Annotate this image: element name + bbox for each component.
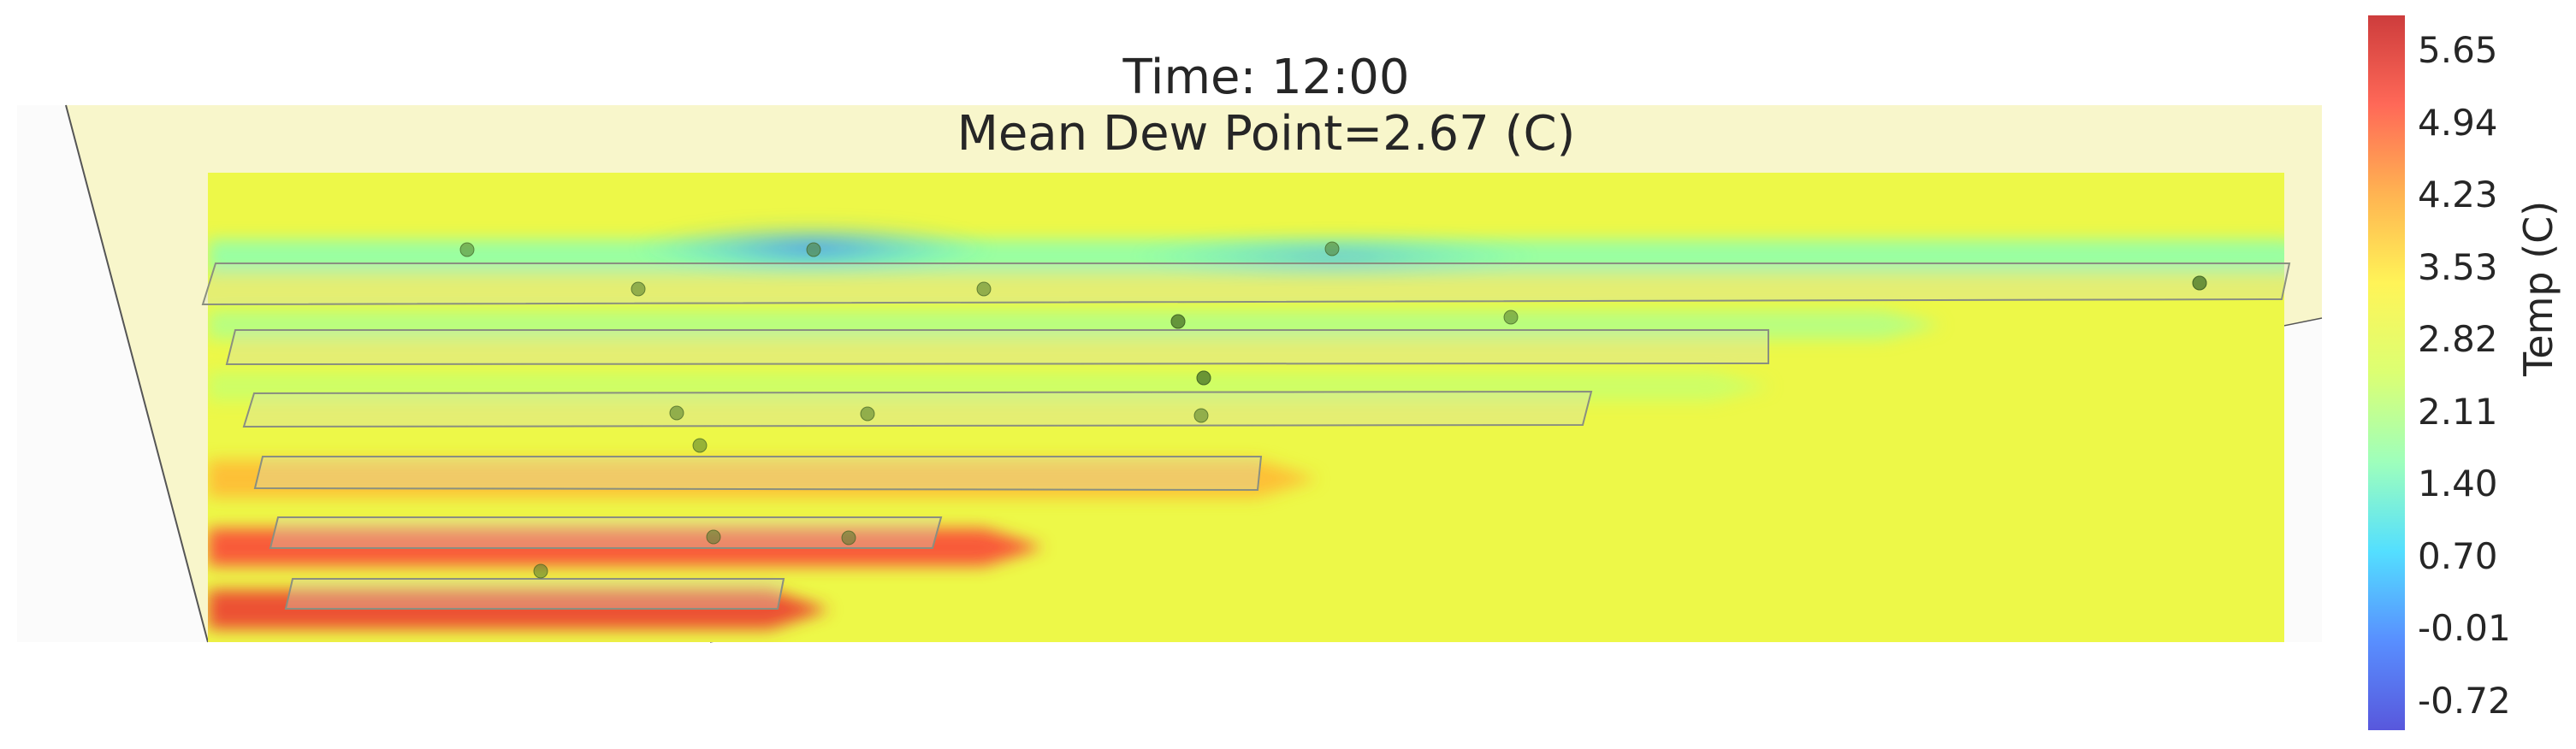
colorbar-tick-label: 3.53 bbox=[2418, 245, 2498, 288]
sensor-marker bbox=[459, 242, 475, 257]
sensor-markers bbox=[459, 241, 2207, 579]
sensor-marker bbox=[2192, 275, 2207, 291]
sensor-marker bbox=[1196, 370, 1211, 386]
heatmap-band-3 bbox=[208, 372, 1771, 401]
sensor-marker bbox=[669, 405, 684, 421]
colorbar-tick-label: 2.11 bbox=[2418, 390, 2498, 433]
shelf-5 bbox=[269, 516, 943, 549]
colorbar-tick-label: 2.82 bbox=[2418, 318, 2498, 360]
sensor-marker bbox=[631, 281, 646, 297]
sensor-marker bbox=[860, 406, 875, 422]
sensor-marker bbox=[1193, 408, 1209, 423]
sensor-marker bbox=[692, 438, 708, 453]
colorbar-label: Temp (C) bbox=[2515, 200, 2561, 376]
colorbar bbox=[2368, 15, 2405, 730]
sensor-marker bbox=[806, 242, 821, 257]
colorbar-tick-label: 5.65 bbox=[2418, 29, 2498, 71]
colorbar-tick-label: 4.94 bbox=[2418, 101, 2498, 144]
sensor-marker bbox=[1324, 241, 1340, 257]
colorbar-tick-label: -0.01 bbox=[2418, 607, 2511, 649]
shelf-6 bbox=[284, 578, 785, 610]
chart-title-mean-dew-point: Mean Dew Point=2.67 (C) bbox=[956, 106, 1576, 162]
cool-spot bbox=[1129, 233, 1540, 280]
colorbar-tick-label: 1.40 bbox=[2418, 463, 2498, 504]
shelf-1 bbox=[201, 262, 2291, 306]
heatmap-field bbox=[208, 173, 2284, 642]
sensor-marker bbox=[1170, 314, 1186, 329]
room-edge-left bbox=[65, 104, 209, 643]
colorbar-tick-label: 0.70 bbox=[2418, 534, 2498, 577]
colorbar-tick-label: 4.23 bbox=[2418, 174, 2498, 215]
shelves bbox=[201, 262, 2291, 610]
sensor-marker bbox=[976, 281, 992, 297]
sensor-marker bbox=[1503, 310, 1519, 325]
sensor-marker bbox=[841, 530, 856, 546]
colorbar-tick-label: -0.72 bbox=[2418, 679, 2511, 722]
shelf-2 bbox=[225, 329, 1769, 366]
sensor-marker bbox=[533, 563, 548, 579]
chart-title-time: Time: 12:00 bbox=[1122, 50, 1410, 105]
shelf-3 bbox=[242, 390, 1593, 428]
sensor-marker bbox=[706, 529, 721, 545]
shelf-4 bbox=[253, 456, 1263, 492]
